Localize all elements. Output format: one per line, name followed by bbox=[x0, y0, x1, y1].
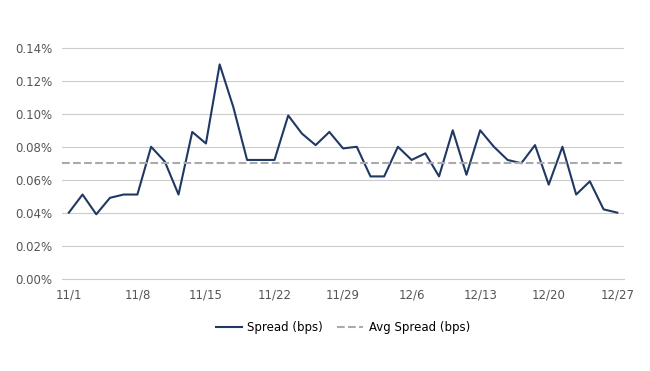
Spread (bps) bbox=[435, 174, 443, 179]
Spread (bps) bbox=[463, 173, 471, 177]
Spread (bps) bbox=[421, 151, 429, 155]
Spread (bps) bbox=[614, 210, 621, 215]
Spread (bps) bbox=[92, 212, 100, 217]
Legend: Spread (bps), Avg Spread (bps): Spread (bps), Avg Spread (bps) bbox=[211, 316, 475, 338]
Spread (bps) bbox=[298, 131, 305, 136]
Spread (bps) bbox=[531, 143, 539, 147]
Spread (bps) bbox=[449, 128, 457, 132]
Spread (bps) bbox=[216, 62, 224, 67]
Spread (bps) bbox=[257, 158, 265, 162]
Line: Spread (bps): Spread (bps) bbox=[69, 65, 618, 214]
Spread (bps) bbox=[147, 145, 155, 149]
Spread (bps) bbox=[79, 192, 86, 197]
Spread (bps) bbox=[600, 207, 608, 211]
Spread (bps) bbox=[476, 128, 484, 132]
Spread (bps) bbox=[202, 141, 210, 146]
Spread (bps) bbox=[367, 174, 374, 179]
Spread (bps) bbox=[243, 158, 251, 162]
Spread (bps) bbox=[284, 113, 292, 118]
Spread (bps) bbox=[229, 105, 237, 109]
Spread (bps) bbox=[106, 196, 114, 200]
Spread (bps) bbox=[545, 183, 552, 187]
Spread (bps) bbox=[175, 192, 183, 197]
Spread (bps) bbox=[188, 130, 196, 134]
Spread (bps) bbox=[326, 130, 333, 134]
Spread (bps) bbox=[572, 192, 580, 197]
Spread (bps) bbox=[490, 145, 498, 149]
Spread (bps) bbox=[133, 192, 141, 197]
Spread (bps) bbox=[586, 179, 593, 184]
Spread (bps) bbox=[339, 146, 347, 151]
Spread (bps) bbox=[120, 192, 127, 197]
Spread (bps) bbox=[517, 161, 525, 165]
Spread (bps) bbox=[65, 210, 73, 215]
Spread (bps) bbox=[270, 158, 278, 162]
Spread (bps) bbox=[312, 143, 320, 147]
Avg Spread (bps) bbox=[65, 161, 73, 165]
Spread (bps) bbox=[161, 160, 169, 164]
Spread (bps) bbox=[394, 145, 402, 149]
Spread (bps) bbox=[408, 158, 415, 162]
Spread (bps) bbox=[353, 145, 361, 149]
Spread (bps) bbox=[380, 174, 388, 179]
Spread (bps) bbox=[504, 158, 512, 162]
Avg Spread (bps) bbox=[79, 161, 86, 165]
Spread (bps) bbox=[558, 145, 566, 149]
